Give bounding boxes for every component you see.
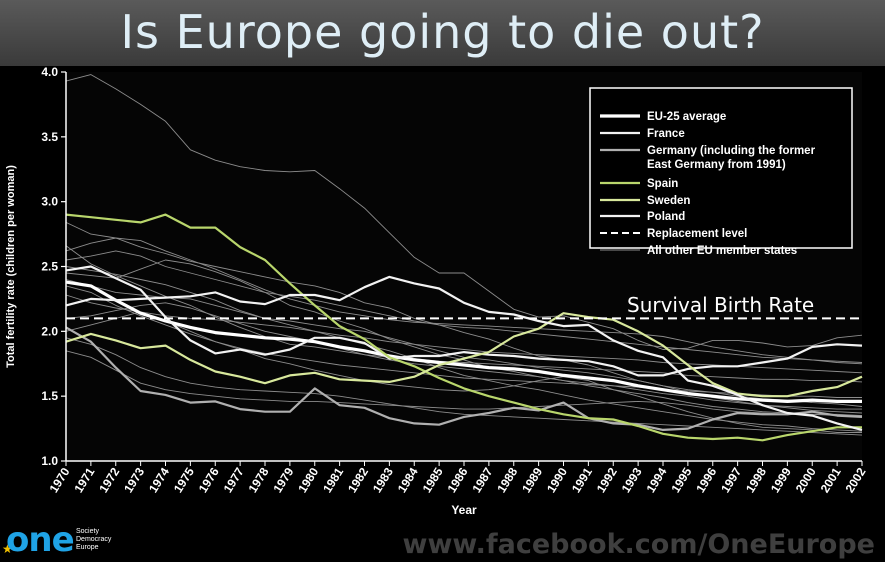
title-bar: Is Europe going to die out? [0,0,885,66]
x-tick-label: 1995 [668,465,694,495]
series-line-5 [65,275,863,431]
x-tick-label: 1999 [768,465,794,495]
x-tick-label: 1987 [469,465,495,495]
legend-label: Poland [647,211,685,223]
x-tick-label: 1991 [569,465,595,495]
x-tick-label: 1982 [345,465,371,495]
logo-tagline-line: Europe [76,544,99,551]
y-tick-label: 4.0 [41,66,58,79]
series-line-15 [65,250,863,363]
page-title: Is Europe going to die out? [120,5,765,59]
series-line-6 [65,74,863,350]
one-europe-logo: ★ one Society Democracy Europe [2,520,122,560]
y-tick-label: 2.0 [41,324,58,338]
y-tick-label: 2.5 [41,260,58,274]
x-tick-label: 1981 [320,465,346,495]
series-line-8 [65,279,863,407]
y-tick-label: 1.0 [41,454,58,468]
legend-label: All other EU member states [647,245,797,257]
x-tick-label: 1978 [246,465,272,495]
x-axis-label: Year [451,503,477,517]
y-tick-label: 3.0 [41,195,58,209]
footer-url[interactable]: www.facebook.com/OneEurope [402,529,876,560]
x-tick-label: 1977 [221,465,247,495]
logo-word: one [6,520,75,560]
x-tick-label: 1984 [395,465,421,495]
logo-tagline-line: Democracy [76,536,112,543]
x-tick-label: 1998 [743,465,769,495]
x-tick-label: 1983 [370,465,396,495]
series-line-17 [65,237,863,365]
x-tick-label: 2000 [793,465,819,495]
series-line-18 [65,337,863,436]
series-line-1 [65,265,863,377]
y-tick-label: 1.5 [41,389,58,403]
legend-label: Germany (including the former [647,145,816,157]
logo-tagline: Society Democracy Europe [76,528,111,552]
x-tick-label: 1975 [171,465,197,495]
series-line-2 [65,326,863,431]
y-tick-label: 3.5 [41,130,58,144]
fertility-line-chart: 1.01.52.02.53.03.54.01970197119721973197… [5,66,869,517]
x-tick-label: 1974 [146,465,172,495]
x-tick-label: 1973 [121,465,147,495]
x-tick-label: 1985 [420,465,446,495]
series-line-9 [65,245,863,383]
x-tick-label: 1997 [718,465,744,495]
x-tick-label: 1980 [295,465,321,495]
x-tick-label: 1979 [270,465,296,495]
x-tick-label: 1970 [47,465,73,495]
chart-legend: EU-25 average France Germany (including th… [589,87,853,257]
x-tick-label: 1993 [619,465,645,495]
series-line-19 [65,285,862,398]
legend-label: EU-25 average [647,111,726,123]
x-tick-label: 1988 [494,465,520,495]
star-icon: ★ [2,542,13,556]
x-tick-label: 1992 [594,465,620,495]
x-tick-label: 1976 [196,465,222,495]
series-line-10 [65,259,863,417]
x-tick-label: 2002 [843,465,869,495]
survival-birth-rate-annotation: Survival Birth Rate [627,293,814,317]
x-tick-label: 1972 [96,465,122,495]
x-tick-label: 1986 [445,465,471,495]
y-axis-label: Total fertility rate (children per woman… [5,165,17,368]
x-tick-label: 2001 [818,465,844,495]
x-tick-label: 1971 [71,465,97,495]
x-tick-label: 1996 [693,465,719,495]
x-tick-label: 1994 [644,465,670,495]
series-line-3 [65,213,862,442]
legend-label: Sweden [647,195,690,207]
logo-tagline-line: Society [76,528,99,535]
series-line-14 [65,350,862,417]
highlighted-series-lines [65,213,863,442]
legend-label: France [647,128,685,140]
series-line-4 [65,312,863,398]
legend-label: East Germany from 1991) [647,159,786,171]
x-tick-label: 1990 [544,465,570,495]
legend-label: Replacement level [647,228,747,240]
series-line-16 [65,302,863,414]
x-tick-label: 1989 [519,465,545,495]
legend-label: Spain [647,178,678,190]
series-line-0 [65,280,862,403]
